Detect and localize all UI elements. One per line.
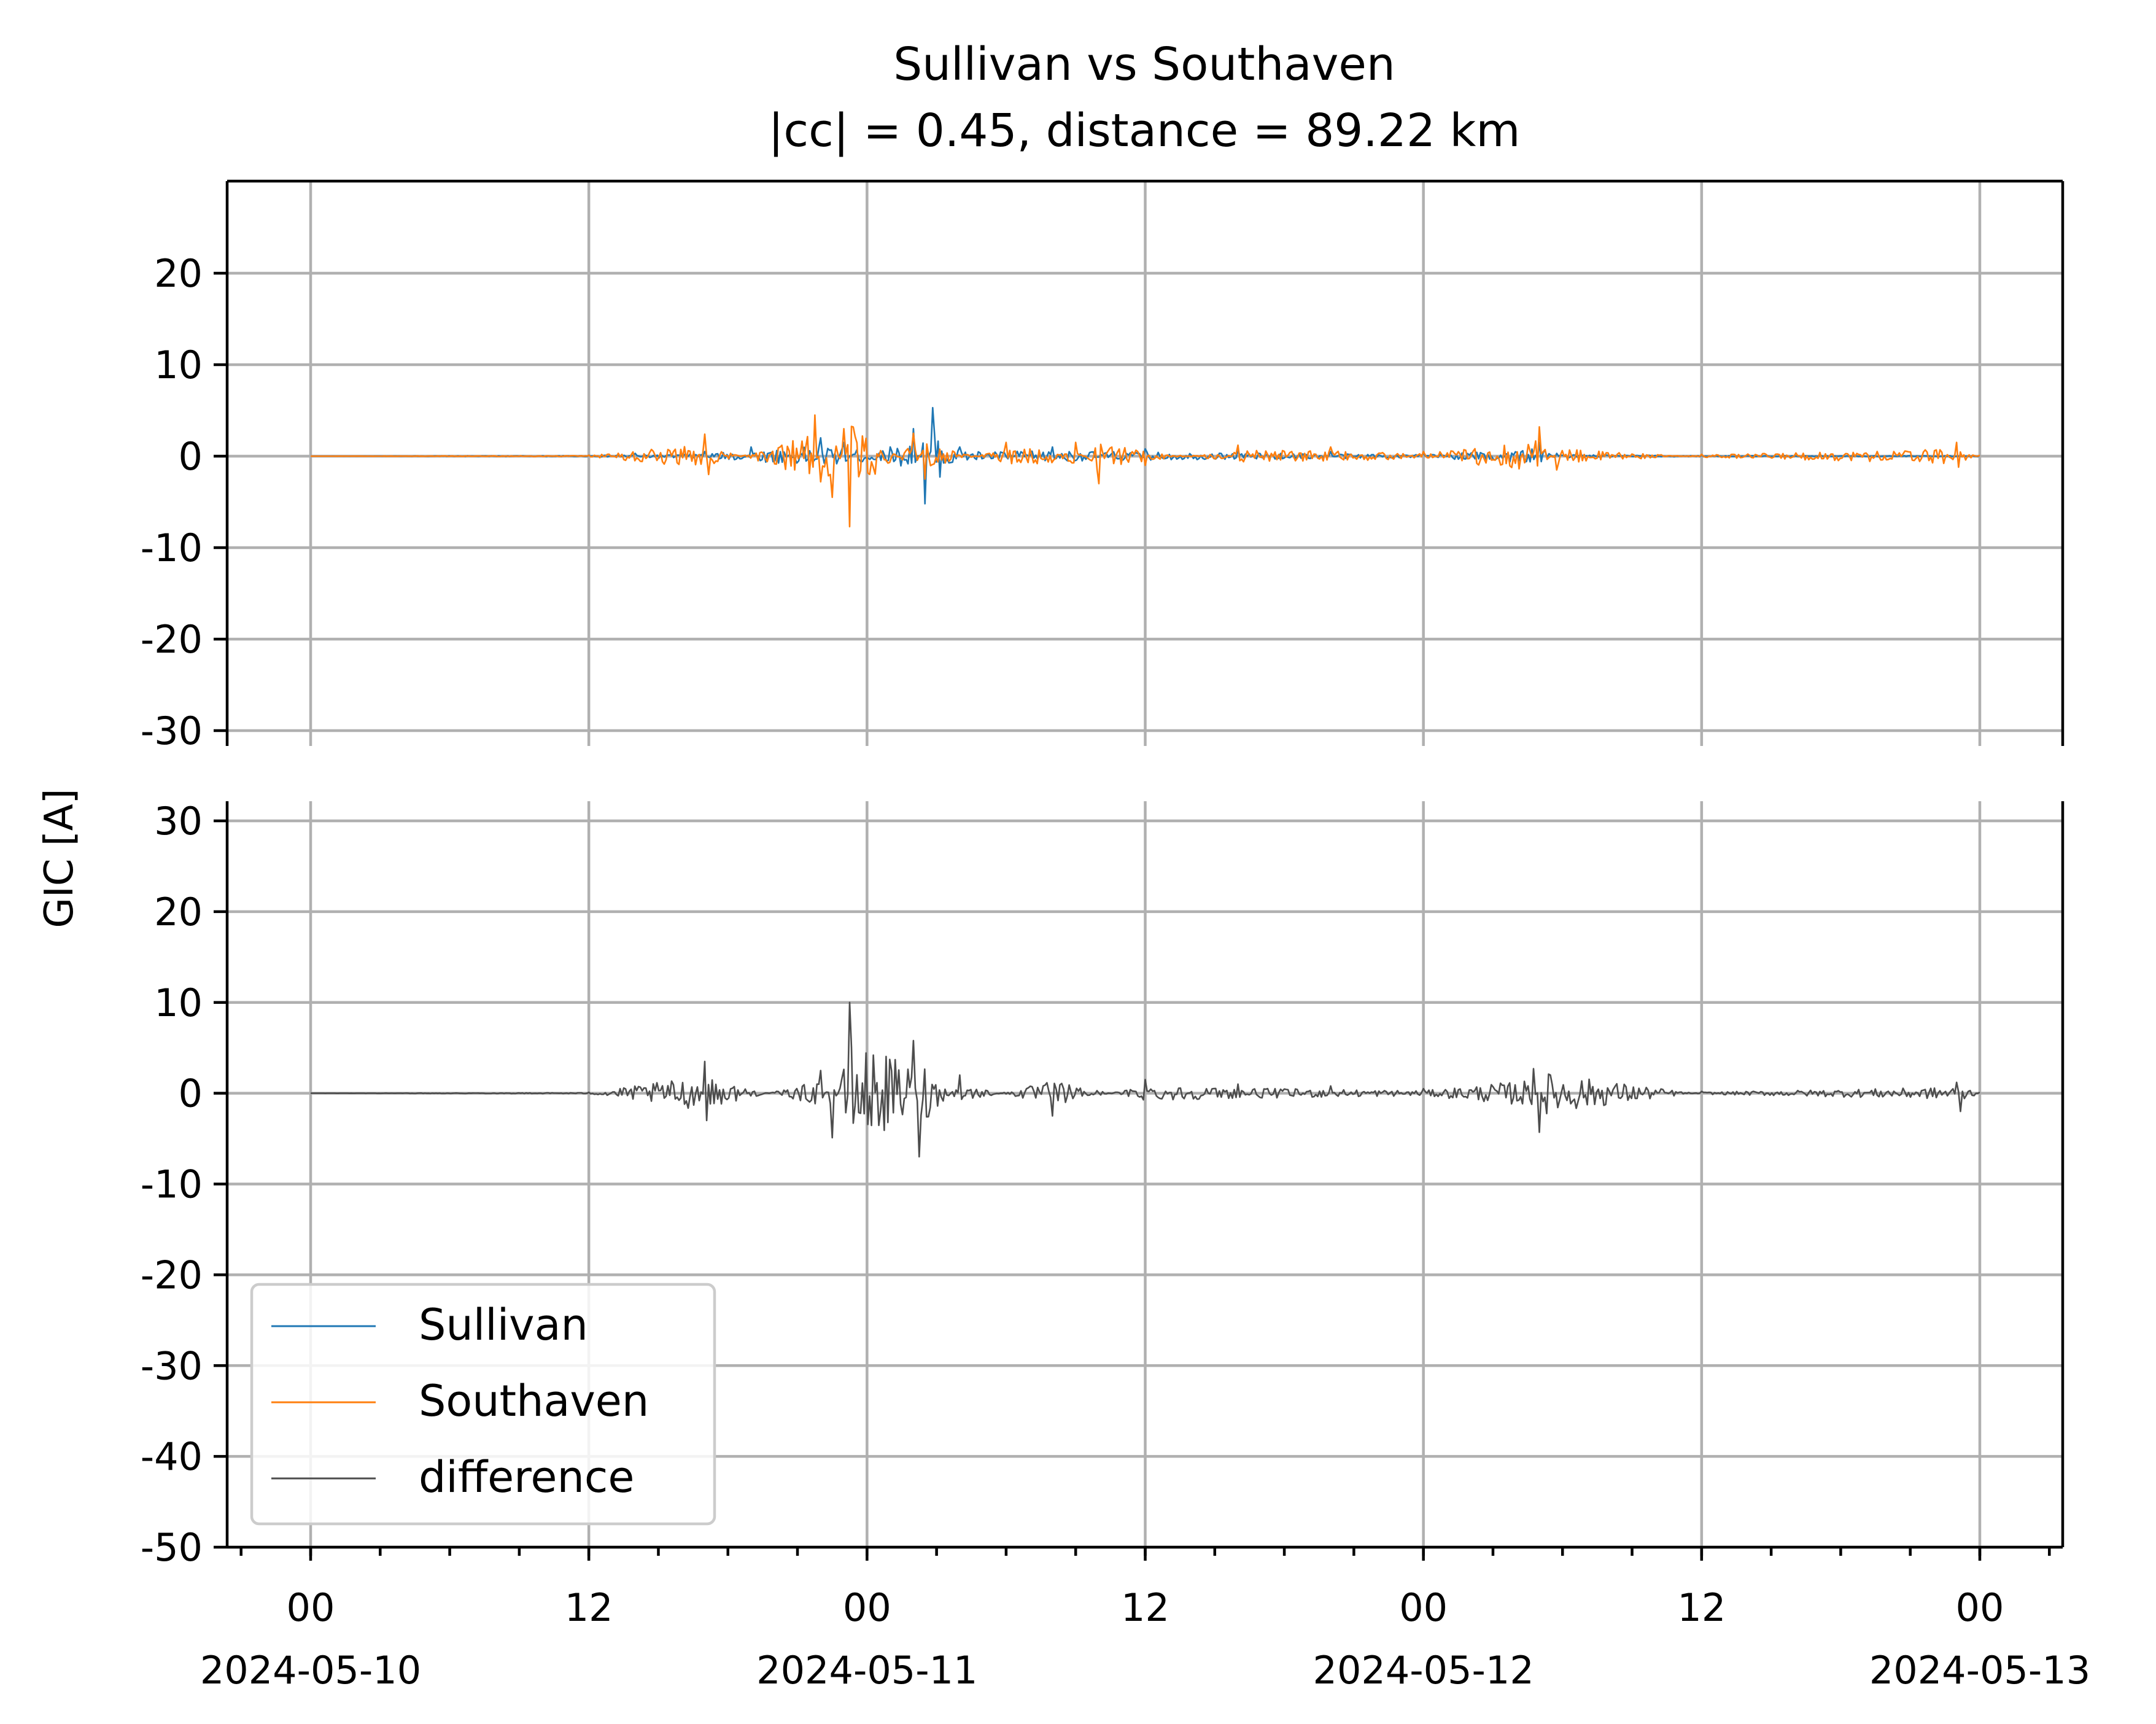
x-tick-label-date: 2024-05-13 [1869, 1648, 2090, 1693]
x-tick-label-date: 2024-05-12 [1313, 1648, 1534, 1693]
y-tick-label: 0 [179, 1071, 203, 1116]
y-tick-label: 10 [154, 343, 203, 387]
y-tick-label: 30 [154, 799, 203, 844]
y-tick-label: -20 [141, 1252, 203, 1297]
chart-subtitle: |cc| = 0.45, distance = 89.22 km [768, 104, 1520, 157]
x-tick-label-hour: 00 [287, 1585, 335, 1630]
y-tick-label: 20 [154, 251, 203, 296]
x-tick-label-hour: 12 [565, 1585, 613, 1630]
x-tick-label-hour: 00 [1956, 1585, 2004, 1630]
y-tick-label: -30 [141, 709, 203, 753]
x-axis: 00 2024-05-10 12 00 2024-05-11 12 00 2024-05-12… [200, 179, 2090, 1693]
y-tick-label: 20 [154, 890, 203, 934]
y-tick-label: 0 [179, 434, 203, 479]
x-tick-label-date: 2024-05-10 [200, 1648, 421, 1693]
y-tick-label: -10 [141, 1162, 203, 1207]
series-line-southaven [311, 414, 1980, 527]
legend-label-sullivan: Sullivan [419, 1300, 588, 1350]
x-tick-label-hour: 12 [1121, 1585, 1169, 1630]
y-tick-label: -10 [141, 526, 203, 570]
x-tick-label-hour: 12 [1677, 1585, 1726, 1630]
y-axis-label: GIC [A] [37, 788, 82, 928]
y-tick-label: -50 [141, 1525, 203, 1570]
legend-label-difference: difference [419, 1452, 634, 1502]
legend-box [250, 1283, 716, 1526]
y-tick-label: -40 [141, 1434, 203, 1479]
x-tick-label-hour: 00 [1399, 1585, 1448, 1630]
legend: Sullivan Southaven difference [250, 1283, 716, 1526]
legend-label-southaven: Southaven [419, 1376, 649, 1426]
series-line-difference [311, 1001, 1980, 1158]
x-tick-label-hour: 00 [843, 1585, 891, 1630]
y-tick-label: -20 [141, 617, 203, 662]
y-tick-label: 10 [154, 980, 203, 1025]
x-tick-label-date: 2024-05-11 [756, 1648, 977, 1693]
chart-title: Sullivan vs Southaven [893, 38, 1395, 91]
top-panel: 20 10 0 -10 -20 -30 [141, 181, 2065, 753]
y-tick-label: -30 [141, 1343, 203, 1388]
